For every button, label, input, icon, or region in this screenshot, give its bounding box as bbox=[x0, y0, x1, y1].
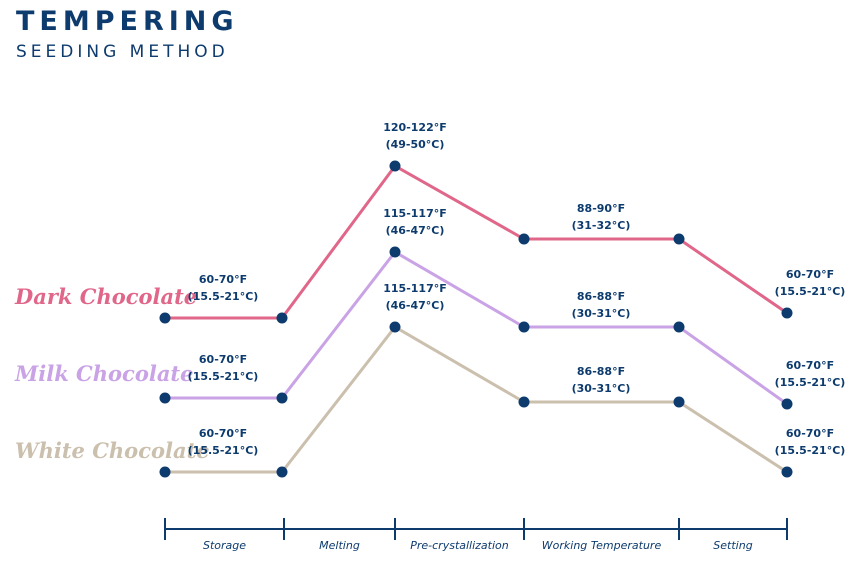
data-point bbox=[159, 466, 171, 478]
data-point bbox=[159, 312, 171, 324]
chart-subtitle: SEEDING METHOD bbox=[16, 42, 229, 62]
stage-label: Setting bbox=[713, 539, 752, 552]
point-label-f: 60-70°F bbox=[199, 427, 247, 440]
point-label-c: (15.5-21°C) bbox=[188, 370, 259, 383]
data-point bbox=[389, 160, 401, 172]
series-line bbox=[165, 325, 788, 474]
point-label-c: (30-31°C) bbox=[572, 382, 631, 395]
stage-label: Storage bbox=[203, 539, 246, 552]
series-white-chocolate: White Chocolate60-70°F(15.5-21°C)115-117… bbox=[15, 282, 845, 478]
data-point bbox=[673, 233, 685, 245]
point-label-f: 60-70°F bbox=[199, 273, 247, 286]
data-point bbox=[276, 392, 288, 404]
data-point bbox=[159, 392, 171, 404]
point-label-c: (31-32°C) bbox=[572, 219, 631, 232]
data-point bbox=[673, 321, 685, 333]
stage-label: Pre-crystallization bbox=[410, 539, 509, 552]
point-label-c: (15.5-21°C) bbox=[775, 376, 846, 389]
data-point bbox=[389, 321, 401, 333]
series-name-label: White Chocolate bbox=[15, 438, 210, 463]
point-label-f: 60-70°F bbox=[786, 427, 834, 440]
series-milk-chocolate: Milk Chocolate 60-70°F (15.5-21°C) 115-117°… bbox=[14, 207, 845, 410]
point-label-f: 115-117°F bbox=[383, 282, 447, 295]
stage-label: Melting bbox=[319, 539, 360, 552]
chart-title: TEMPERING bbox=[16, 6, 239, 37]
stage-label: Working Temperature bbox=[542, 539, 662, 552]
point-label-f: 86-88°F bbox=[577, 290, 625, 303]
point-label-f: 60-70°F bbox=[786, 359, 834, 372]
point-label-c: (46-47°C) bbox=[386, 299, 445, 312]
point-label-c: (49-50°C) bbox=[386, 138, 445, 151]
point-label-f: 86-88°F bbox=[577, 365, 625, 378]
data-point bbox=[781, 466, 793, 478]
point-label-f: 60-70°F bbox=[786, 268, 834, 281]
data-point bbox=[518, 233, 530, 245]
data-point bbox=[781, 307, 793, 319]
series-name-label: Dark Chocolate bbox=[14, 284, 197, 309]
point-label-f: 120-122°F bbox=[383, 121, 447, 134]
data-point bbox=[781, 398, 793, 410]
data-point bbox=[389, 246, 401, 258]
point-label-c: (15.5-21°C) bbox=[188, 290, 259, 303]
point-label-f: 115-117°F bbox=[383, 207, 447, 220]
stage-axis: Storage Melting Pre-crystallization Working… bbox=[164, 518, 788, 552]
series-name-label: Milk Chocolate bbox=[14, 361, 194, 386]
data-point bbox=[276, 466, 288, 478]
series-line bbox=[165, 250, 788, 406]
series-dark-chocolate: Dark Chocolate60-70°F(15.5-21°C)120-122°… bbox=[14, 121, 845, 324]
data-point bbox=[518, 396, 530, 408]
point-label-c: (15.5-21°C) bbox=[188, 444, 259, 457]
point-label-c: (15.5-21°C) bbox=[775, 285, 846, 298]
data-point bbox=[276, 312, 288, 324]
data-point bbox=[673, 396, 685, 408]
point-label-f: 88-90°F bbox=[577, 202, 625, 215]
point-label-c: (30-31°C) bbox=[572, 307, 631, 320]
point-label-f: 60-70°F bbox=[199, 353, 247, 366]
point-label-c: (46-47°C) bbox=[386, 224, 445, 237]
point-label-c: (15.5-21°C) bbox=[775, 444, 846, 457]
series-line bbox=[165, 164, 788, 320]
data-point bbox=[518, 321, 530, 333]
